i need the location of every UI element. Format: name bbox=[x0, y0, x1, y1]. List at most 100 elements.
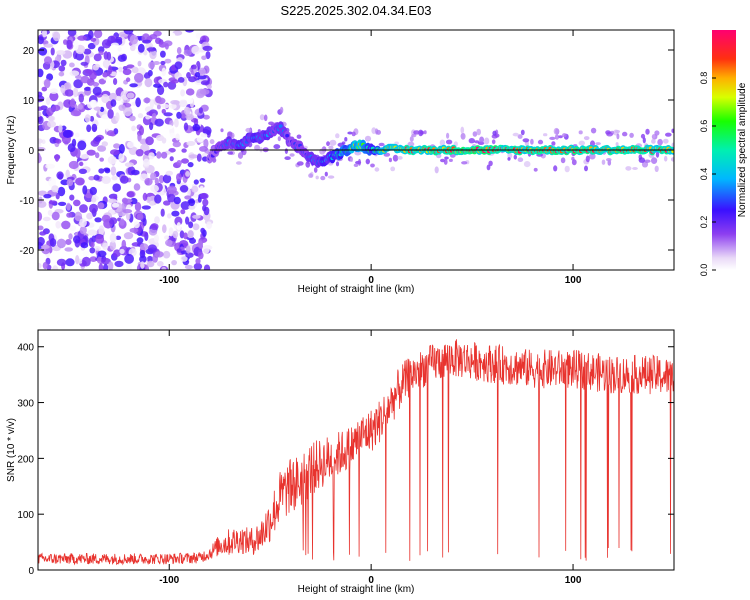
halo-cell bbox=[308, 173, 313, 178]
noise-cell bbox=[160, 151, 168, 159]
halo-cell bbox=[376, 129, 381, 135]
noise-cell bbox=[108, 65, 113, 75]
noise-cell bbox=[84, 114, 91, 123]
halo-cell bbox=[209, 139, 215, 145]
noise-cell bbox=[55, 120, 66, 127]
noise-cell bbox=[154, 216, 160, 224]
noise-cell bbox=[149, 122, 154, 131]
halo-cell bbox=[289, 153, 295, 157]
noise-cell bbox=[51, 104, 61, 112]
noise-cell bbox=[195, 258, 201, 265]
noise-cell bbox=[121, 197, 128, 204]
colorbar-ticks: 0.0 0.2 0.4 0.6 0.8 bbox=[699, 72, 716, 276]
noise-cell bbox=[196, 136, 204, 143]
noise-cell bbox=[45, 163, 55, 169]
noise-cell bbox=[163, 112, 173, 117]
noise-cell bbox=[145, 136, 154, 146]
noise-cell bbox=[79, 218, 87, 228]
noise-cell bbox=[188, 198, 196, 207]
noise-cell bbox=[142, 192, 148, 201]
noise-cell bbox=[134, 72, 144, 83]
noise-cell bbox=[52, 31, 61, 42]
noise-cell bbox=[126, 191, 135, 198]
noise-cell bbox=[118, 104, 126, 111]
noise-cell bbox=[93, 174, 100, 181]
noise-cell bbox=[89, 186, 98, 196]
noise-cell bbox=[67, 30, 77, 37]
halo-cell bbox=[533, 167, 538, 172]
halo-cell bbox=[583, 136, 590, 141]
snr-series bbox=[38, 339, 674, 566]
noise-cell bbox=[124, 253, 134, 264]
noise-cell bbox=[168, 227, 174, 237]
halo-cell bbox=[351, 131, 356, 137]
halo-cell bbox=[670, 157, 674, 162]
noise-cell bbox=[150, 184, 160, 193]
halo-cell bbox=[622, 131, 628, 137]
ridge-core bbox=[285, 133, 290, 138]
halo-cell bbox=[328, 145, 334, 150]
noise-cell bbox=[124, 162, 134, 168]
x-tick-label: 0 bbox=[368, 275, 374, 286]
halo-cell bbox=[571, 159, 577, 166]
halo-cell bbox=[652, 134, 656, 139]
noise-cell bbox=[89, 256, 98, 262]
noise-cell bbox=[149, 200, 155, 206]
noise-cell bbox=[172, 230, 179, 239]
noise-cell bbox=[203, 138, 209, 149]
noise-cell bbox=[69, 194, 75, 201]
halo-cell bbox=[488, 160, 493, 167]
y-tick-label: 0 bbox=[28, 566, 34, 577]
noise-cell bbox=[183, 122, 189, 131]
halo-cell bbox=[553, 127, 560, 135]
noise-cell bbox=[45, 97, 51, 106]
halo-cell bbox=[364, 135, 372, 142]
noise-cell bbox=[61, 220, 71, 230]
noise-cell bbox=[120, 175, 129, 184]
noise-cell bbox=[109, 240, 117, 251]
halo-cell bbox=[296, 134, 302, 139]
halo-cell bbox=[590, 127, 597, 134]
noise-cell bbox=[98, 225, 105, 236]
colorbar-tick-label: 0.8 bbox=[699, 72, 709, 85]
halo-cell bbox=[640, 133, 646, 139]
noise-cell bbox=[129, 115, 136, 122]
noise-cell bbox=[164, 235, 170, 240]
noise-cell bbox=[43, 194, 52, 199]
noise-cell bbox=[92, 64, 99, 71]
noise-cell bbox=[150, 223, 159, 231]
noise-cell bbox=[112, 183, 121, 192]
noise-cell bbox=[206, 84, 212, 90]
noise-cell bbox=[203, 264, 211, 270]
halo-cell bbox=[277, 136, 281, 142]
noise-cell bbox=[103, 263, 109, 270]
noise-cell bbox=[80, 61, 89, 66]
halo-cell bbox=[474, 140, 480, 144]
noise-cell bbox=[58, 201, 67, 206]
halo-cell bbox=[553, 165, 558, 172]
noise-cell bbox=[113, 78, 118, 85]
noise-cell bbox=[162, 224, 167, 234]
noise-cell bbox=[89, 115, 95, 122]
noise-cell bbox=[190, 64, 197, 70]
noise-cell bbox=[107, 155, 117, 165]
noise-cell bbox=[42, 262, 48, 270]
halo-cell bbox=[558, 135, 563, 139]
halo-cell bbox=[472, 131, 478, 137]
noise-cell bbox=[106, 130, 115, 137]
noise-cell bbox=[137, 60, 142, 67]
halo-cell bbox=[392, 154, 399, 162]
noise-cell bbox=[176, 173, 182, 182]
noise-cell bbox=[115, 36, 123, 43]
noise-cell bbox=[104, 168, 111, 174]
noise-cell bbox=[167, 193, 176, 203]
noise-cell bbox=[181, 148, 187, 153]
noise-cell bbox=[49, 238, 57, 247]
halo-cell bbox=[296, 161, 304, 166]
noise-cell bbox=[118, 143, 125, 154]
halo-cell bbox=[507, 157, 511, 161]
noise-cell bbox=[82, 250, 90, 257]
noise-cell bbox=[108, 217, 118, 225]
halo-cell bbox=[554, 134, 560, 140]
